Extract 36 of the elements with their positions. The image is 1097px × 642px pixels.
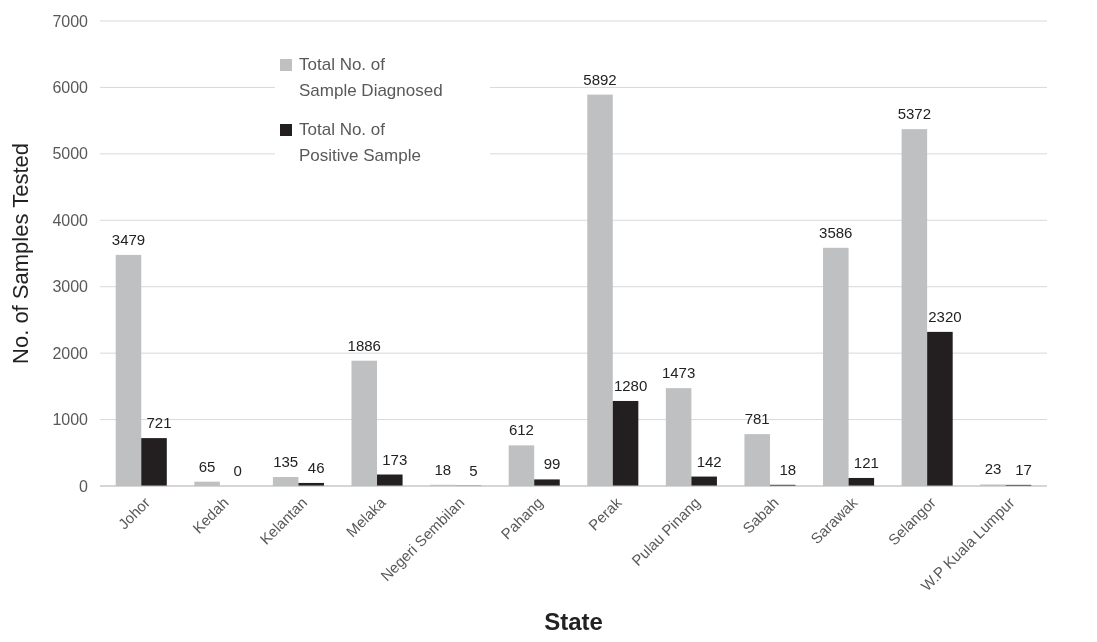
y-tick-label: 0 [79,477,89,495]
y-tick-label: 5000 [52,145,89,163]
data-label: 99 [543,455,561,473]
y-tick-label: 7000 [52,12,89,30]
y-tick-label: 1000 [52,411,89,429]
data-label: 18 [434,460,452,478]
data-label: 18 [779,460,797,478]
data-label: 135 [273,453,299,471]
y-tick-label: 4000 [52,211,89,229]
x-axis-title: State [544,608,603,635]
data-label: 5892 [583,70,617,88]
data-label: 46 [307,458,325,476]
data-label: 781 [744,410,770,428]
legend-label: Total No. of Positive Sample [299,120,421,165]
data-label: 721 [146,414,172,432]
data-label: 2320 [928,307,962,325]
data-label: 612 [508,421,534,439]
data-label: 3586 [819,223,853,241]
data-label: 3479 [111,230,146,248]
data-label: 17 [1015,460,1032,478]
data-label: 173 [382,450,408,468]
data-label: 23 [984,460,1002,478]
data-label: 0 [233,462,242,479]
legend-label: Total No. of Sample Diagnosed [299,55,443,100]
data-label: 5 [469,461,478,479]
y-tick-label: 6000 [52,79,89,97]
y-tick-label: 3000 [52,278,89,296]
data-label: 65 [198,457,216,475]
data-label: 5372 [897,105,932,123]
data-label: 121 [853,453,879,471]
data-label: 142 [696,452,722,470]
data-label: 1473 [661,364,696,382]
data-label: 1886 [347,336,381,354]
y-axis-title: No. of Samples Tested [8,143,33,364]
data-label: 1280 [613,376,648,394]
y-tick-label: 2000 [52,344,89,362]
